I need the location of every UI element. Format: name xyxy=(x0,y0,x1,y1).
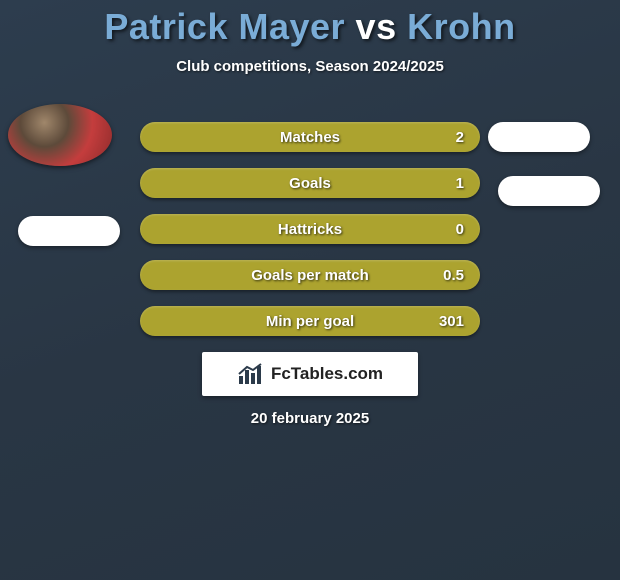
stats-bars: Matches2Goals1Hattricks0Goals per match0… xyxy=(140,122,480,352)
stat-label: Min per goal xyxy=(140,313,480,330)
stat-label: Hattricks xyxy=(140,221,480,238)
bar-chart-icon xyxy=(237,362,265,386)
stat-value: 301 xyxy=(439,313,464,330)
decorative-pill xyxy=(488,122,590,152)
stat-label: Matches xyxy=(140,129,480,146)
stat-value: 0 xyxy=(456,221,464,238)
branding-badge: FcTables.com xyxy=(202,352,418,396)
stat-bar: Goals per match0.5 xyxy=(140,260,480,290)
player1-avatar xyxy=(8,104,112,166)
player1-name: Patrick Mayer xyxy=(104,6,345,47)
player2-name: Krohn xyxy=(407,6,515,47)
date-text: 20 february 2025 xyxy=(0,410,620,427)
branding-text: FcTables.com xyxy=(271,364,383,384)
stat-value: 2 xyxy=(456,129,464,146)
stat-label: Goals xyxy=(140,175,480,192)
stat-bar: Goals1 xyxy=(140,168,480,198)
decorative-pill xyxy=(18,216,120,246)
stat-label: Goals per match xyxy=(140,267,480,284)
stat-bar: Matches2 xyxy=(140,122,480,152)
stat-value: 1 xyxy=(456,175,464,192)
stat-bar: Min per goal301 xyxy=(140,306,480,336)
comparison-title: Patrick Mayer vs Krohn xyxy=(0,0,620,48)
decorative-pill xyxy=(498,176,600,206)
stat-bar: Hattricks0 xyxy=(140,214,480,244)
vs-text: vs xyxy=(356,6,397,47)
subtitle: Club competitions, Season 2024/2025 xyxy=(0,58,620,75)
stat-value: 0.5 xyxy=(443,267,464,284)
